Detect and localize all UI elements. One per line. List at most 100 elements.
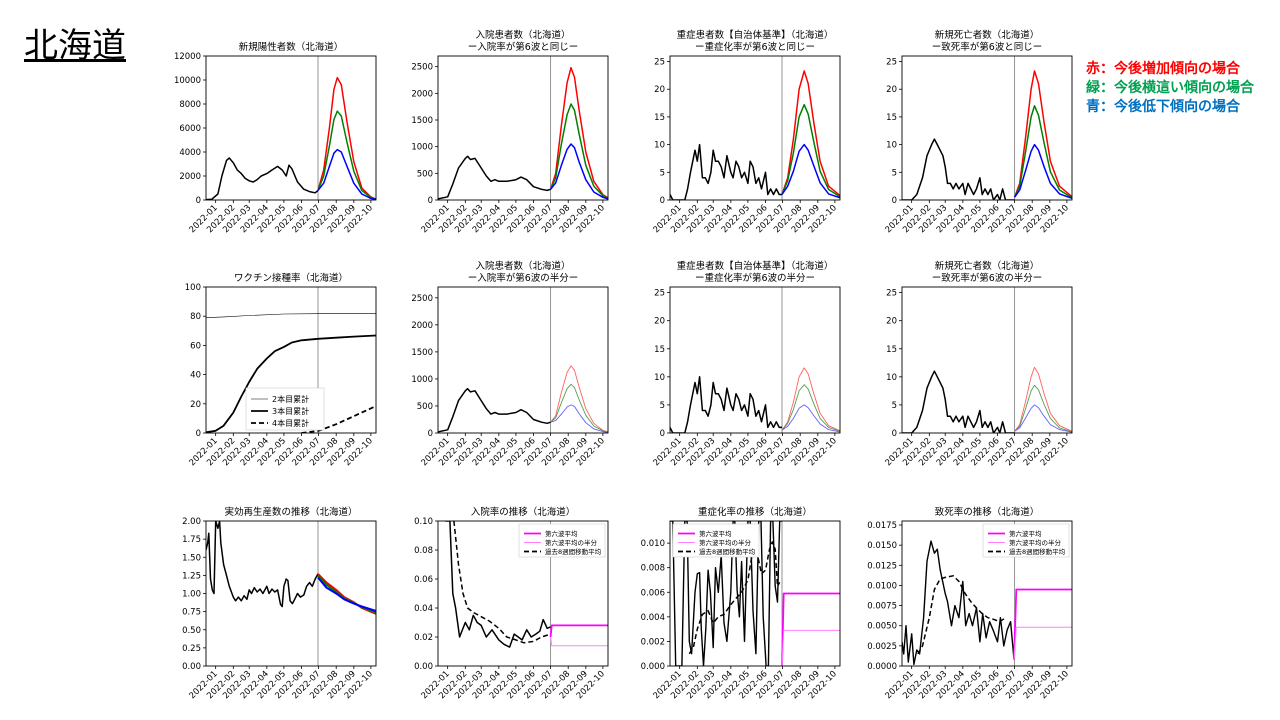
y-tick-label: 0.0100 [867, 581, 897, 591]
y-tick-label: 0.000 [641, 662, 665, 672]
legend-label: 過去8週間移動平均 [699, 547, 756, 556]
chart-title: ー重症化率が第6波と同じー [695, 41, 815, 53]
series-line [438, 155, 551, 200]
scenario-legend-green: 緑：今後横這い傾向の場合 [1086, 80, 1254, 96]
page-title: 北海道 [24, 26, 126, 66]
y-tick-label: 0.0150 [867, 541, 897, 551]
chart-vaccine: ワクチン接種率（北海道）0204060801002022-012022-0220… [185, 272, 377, 468]
plot-frame [669, 286, 841, 434]
y-tick-label: 10 [654, 373, 665, 383]
y-tick-label: 1.75 [182, 535, 201, 545]
series-line [549, 624, 608, 638]
series-line [206, 334, 376, 433]
y-tick-label: 2.00 [182, 517, 201, 527]
y-tick-label: 15 [886, 345, 897, 355]
y-tick-label: 1.25 [182, 571, 201, 581]
series-line [1013, 588, 1072, 660]
y-tick-label: 0.0050 [867, 622, 897, 632]
y-tick-label: 2000 [411, 321, 433, 331]
series-line [1013, 626, 1072, 660]
y-tick-label: 2500 [411, 63, 433, 73]
y-tick-label: 0 [428, 429, 433, 439]
y-tick-label: 1000 [411, 143, 433, 153]
series-line [550, 636, 608, 647]
series-line [1014, 404, 1072, 433]
series-line [781, 103, 840, 198]
chart-legend: 2本目累計 3本目累計 4本目累計 [245, 387, 325, 431]
plot-frame [437, 55, 609, 201]
scenario-legend: 赤：今後増加傾向の場合 緑：今後横這い傾向の場合 青：今後低下傾向の場合 [1086, 60, 1254, 117]
chart-title: 重症患者数【自治体基準】（北海道） [677, 29, 834, 41]
y-tick-label: 0.002 [641, 637, 665, 647]
y-tick-label: 0 [196, 429, 201, 439]
series-line [549, 103, 608, 200]
y-tick-label: 0.004 [641, 613, 665, 623]
y-tick-label: 5 [892, 401, 897, 411]
y-tick-label: 10 [886, 373, 897, 383]
series-line [781, 404, 840, 433]
y-tick-label: 0.008 [641, 564, 665, 574]
y-tick-label: 40 [190, 371, 201, 381]
y-tick-label: 0.010 [641, 539, 665, 549]
legend-label: 第六波平均の半分 [545, 538, 598, 547]
y-tick-label: 12000 [174, 52, 201, 62]
series-line [781, 367, 840, 432]
plot-frame [901, 55, 1073, 201]
chart-severe_rate: 重症化率の推移（北海道） 0.000 0.002 0.004 0.006 0.008 0.0… [641, 506, 841, 701]
y-tick-label: 0.04 [414, 604, 433, 614]
plot-frame [437, 286, 609, 434]
y-tick-label: 6000 [179, 124, 201, 134]
plot-frame [205, 55, 377, 201]
series-line [317, 110, 376, 200]
legend-label: 2本目累計 [272, 394, 309, 404]
y-tick-label: 0.0175 [867, 521, 897, 531]
y-tick-label: 0.0125 [867, 561, 897, 571]
series-line [902, 370, 1015, 433]
series-line [688, 541, 781, 655]
chart-title: 重症患者数【自治体基準】（北海道） [677, 260, 834, 272]
chart-death_rate: 致死率の推移（北海道） 0.0000 0.0025 0.0050 0.0075 0.010… [867, 506, 1073, 701]
series-line [550, 365, 608, 433]
series-line [550, 383, 608, 433]
series-line [902, 540, 1015, 666]
y-tick-label: 0 [892, 196, 897, 206]
series-line [670, 143, 782, 200]
y-tick-label: 5 [660, 401, 665, 411]
chart-title: 新規死亡者数（北海道） [935, 29, 1040, 41]
y-tick-label: 1.50 [182, 553, 201, 563]
y-tick-label: 0.08 [414, 546, 433, 556]
y-tick-label: 2000 [411, 89, 433, 99]
plot-frame [205, 286, 377, 434]
chart-hospital1: 入院患者数（北海道）ー入院率が第6波と同じー 0 500 1000 1500 2000 25… [411, 29, 609, 235]
y-tick-label: 10000 [174, 76, 201, 86]
y-tick-label: 1500 [411, 348, 433, 358]
y-tick-label: 20 [886, 85, 897, 95]
y-tick-label: 500 [417, 402, 433, 412]
y-tick-label: 20 [654, 317, 665, 327]
y-tick-label: 500 [417, 169, 433, 179]
chart-cases: 新規陽性者数（北海道）02000400060008000100001200020… [174, 41, 377, 235]
y-tick-label: 0.10 [414, 517, 433, 527]
plot-frame [205, 520, 377, 667]
series-line [453, 521, 551, 644]
legend-label: 過去8週間移動平均 [545, 547, 602, 556]
chart-title: ワクチン接種率（北海道） [234, 272, 348, 284]
y-tick-label: 0.0075 [867, 602, 897, 612]
chart-deaths2: 新規死亡者数（北海道）ー致死率が第6波の半分ー05101520252022-01… [884, 260, 1073, 468]
y-tick-label: 0.25 [182, 644, 201, 654]
y-tick-label: 0.0025 [867, 642, 897, 652]
series-line [317, 148, 376, 200]
y-tick-label: 4000 [179, 148, 201, 158]
y-tick-label: 0.06 [414, 575, 433, 585]
series-line [1013, 143, 1072, 200]
chart-title: 致死率の推移（北海道） [935, 506, 1040, 518]
chart-title: ー入院率が第6波と同じー [468, 41, 579, 53]
y-tick-label: 15 [654, 113, 665, 123]
chart-hosp_rate: 入院率の推移（北海道）0.000.020.040.060.080.102022-… [414, 506, 609, 701]
series-line [317, 576, 376, 612]
y-tick-label: 25 [654, 289, 665, 299]
y-tick-label: 0.0000 [867, 662, 897, 672]
scenario-legend-blue: 青：今後低下傾向の場合 [1086, 99, 1240, 115]
y-tick-label: 25 [654, 58, 665, 68]
legend-label: 第六波平均の半分 [1009, 538, 1062, 547]
